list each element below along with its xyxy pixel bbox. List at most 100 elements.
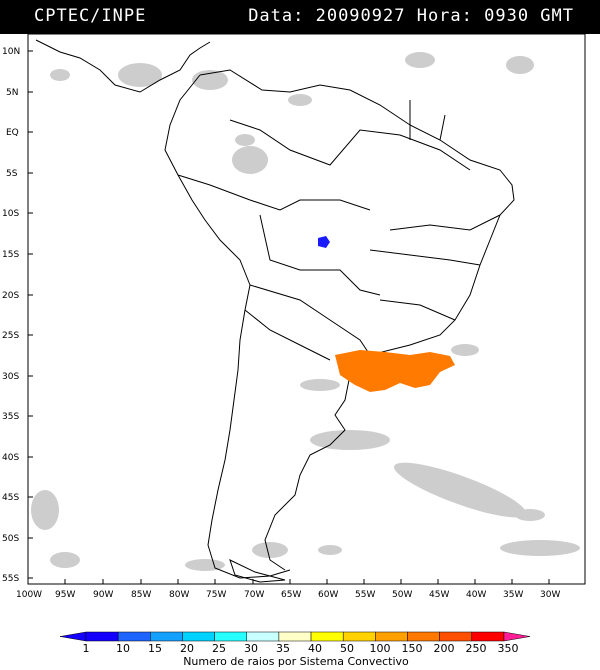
lat-label: 35S <box>2 412 19 422</box>
colorbar-swatch <box>471 631 505 642</box>
title-bar: CPTEC/INPE Data: 20090927 Hora: 0930 GMT <box>0 0 600 34</box>
colorbar-tick-label: 25 <box>212 642 226 655</box>
border-line <box>389 214 501 231</box>
colorbar-arrow-left <box>59 631 87 642</box>
longitude-labels: 100W 95W 90W 85W 80W 75W 70W 65W 60W 55W… <box>16 590 560 600</box>
colorbar-tick-label: 15 <box>148 642 162 655</box>
source-label: CPTEC/INPE <box>34 6 147 26</box>
border-line <box>259 214 381 296</box>
south-america-outline <box>35 39 515 583</box>
border-line <box>229 119 471 171</box>
lon-label: 85W <box>131 590 151 600</box>
central-america-outline <box>35 39 211 93</box>
colorbar-swatch <box>117 631 151 642</box>
colorbar-swatch <box>85 631 119 642</box>
colorbar-swatch <box>310 631 344 642</box>
cloud-patch <box>118 63 162 87</box>
lat-label: 5N <box>6 88 18 98</box>
lon-label: 65W <box>281 590 301 600</box>
lat-label: 55S <box>2 574 19 584</box>
lat-label: 50S <box>2 534 19 544</box>
colorbar-caption: Numero de raios por Sistema Convectivo <box>183 655 409 668</box>
lat-label: 10S <box>2 209 19 219</box>
lon-label: 35W <box>503 590 523 600</box>
cloud-patch <box>288 94 312 106</box>
lat-label: 15S <box>2 250 19 260</box>
lon-label: 100W <box>16 590 42 600</box>
colorbar <box>59 631 530 642</box>
border-line <box>379 299 456 321</box>
colorbar-swatch <box>439 631 473 642</box>
cloud-patch <box>310 430 390 450</box>
lon-label: 40W <box>466 590 486 600</box>
colorbar-tick-label: 150 <box>402 642 423 655</box>
lon-label: 75W <box>206 590 226 600</box>
colorbar-swatch <box>407 631 440 642</box>
tierra-del-fuego-outline <box>229 559 286 583</box>
cloud-layer <box>31 52 580 571</box>
datetime-label: Data: 20090927 Hora: 0930 GMT <box>248 6 574 26</box>
colorbar-swatch <box>182 631 215 642</box>
border-line <box>249 284 371 356</box>
cloud-patch <box>394 462 526 518</box>
lon-label: 95W <box>55 590 75 600</box>
colorbar-tick-label: 35 <box>276 642 290 655</box>
lat-label: 30S <box>2 372 19 382</box>
border-line <box>409 100 446 141</box>
colorbar-labels: 1 10 15 20 25 30 35 40 50 100 150 200 25… <box>83 642 519 655</box>
cloud-patch <box>252 542 288 558</box>
colorbar-swatch <box>150 631 183 642</box>
border-line <box>369 249 481 266</box>
lon-label: 45W <box>429 590 449 600</box>
cloud-patch <box>515 509 545 521</box>
lat-label: EQ <box>6 128 19 138</box>
cloud-patch <box>232 146 268 174</box>
colorbar-tick-label: 250 <box>466 642 487 655</box>
convective-system-blue <box>318 236 330 248</box>
north-coast-outline <box>199 69 515 356</box>
colorbar-swatch <box>214 631 248 642</box>
west-coast-outline <box>164 74 291 579</box>
lat-ticks <box>28 50 33 579</box>
cloud-patch <box>31 490 59 530</box>
lat-label: 40S <box>2 453 19 463</box>
colorbar-tick-label: 200 <box>434 642 455 655</box>
colorbar-arrow-right <box>503 631 530 642</box>
colorbar-tick-label: 1 <box>83 642 90 655</box>
lon-label: 60W <box>318 590 338 600</box>
cloud-patch <box>405 52 435 68</box>
lat-label: 20S <box>2 291 19 301</box>
colorbar-tick-label: 30 <box>244 642 258 655</box>
east-coast-outline <box>264 354 371 571</box>
colorbar-swatch <box>246 631 280 642</box>
colorbar-swatch <box>375 631 408 642</box>
colorbar-tick-label: 40 <box>308 642 322 655</box>
colorbar-tick-label: 10 <box>116 642 130 655</box>
lon-label: 55W <box>355 590 375 600</box>
border-line <box>177 174 371 211</box>
latitude-labels: 10N 5N EQ 5S 10S 15S 20S 25S 30S 35S 40S… <box>2 47 20 584</box>
colorbar-tick-label: 50 <box>340 642 354 655</box>
cloud-patch <box>50 552 80 568</box>
lon-ticks <box>27 579 550 584</box>
lat-label: 45S <box>2 493 19 503</box>
convective-system-orange <box>335 350 455 392</box>
lon-label: 50W <box>392 590 412 600</box>
colorbar-swatch <box>278 631 312 642</box>
cloud-patch <box>300 379 340 391</box>
lon-label: 30W <box>540 590 560 600</box>
colorbar-tick-label: 100 <box>370 642 391 655</box>
lat-label: 5S <box>6 169 18 179</box>
cloud-patch <box>451 344 479 356</box>
cloud-patch <box>506 56 534 74</box>
colorbar-tick-label: 20 <box>180 642 194 655</box>
lon-label: 90W <box>93 590 113 600</box>
cloud-patch <box>50 69 70 81</box>
border-line <box>244 309 331 361</box>
lon-label: 80W <box>169 590 189 600</box>
lat-label: 10N <box>2 47 20 57</box>
colorbar-swatch <box>342 631 376 642</box>
lat-label: 25S <box>2 331 19 341</box>
cloud-patch <box>235 134 255 146</box>
